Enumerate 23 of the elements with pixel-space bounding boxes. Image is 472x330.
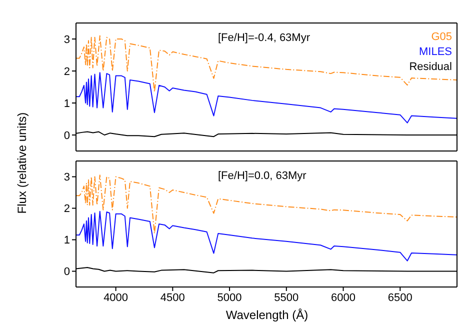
y-tick-label: 1: [64, 98, 70, 110]
y-tick-label: 2: [64, 203, 70, 216]
x-tick-label: 5500: [274, 292, 299, 304]
text: G05: [430, 30, 452, 45]
x-tick-label: 4500: [160, 292, 185, 304]
x-axis-title: Wavelength (Å): [224, 308, 310, 323]
annotation: [Fe/H]=-0.4, 63Myr: [218, 32, 310, 44]
x-tick-label: 5000: [217, 292, 242, 304]
line-series: [76, 72, 457, 124]
y-tick-label: 2: [64, 66, 70, 78]
y-tick-label: 3: [64, 34, 70, 46]
line-series: [76, 210, 457, 262]
text: MILES: [418, 45, 452, 60]
x-tick-label: 6500: [388, 292, 412, 304]
y-tick-label: 0: [64, 266, 70, 278]
y-tick-label: 1: [64, 234, 70, 247]
y-tick-label: 3: [64, 172, 70, 184]
annotation: [Fe/H]=0.0, 63Myr: [218, 170, 306, 182]
x-tick-label: 4000: [104, 292, 128, 304]
y-axis-title: Flux (relative units): [15, 112, 29, 214]
y-tick-label: 0: [64, 130, 70, 142]
text: Residual: [409, 60, 452, 75]
x-tick-label: 6000: [331, 292, 356, 304]
